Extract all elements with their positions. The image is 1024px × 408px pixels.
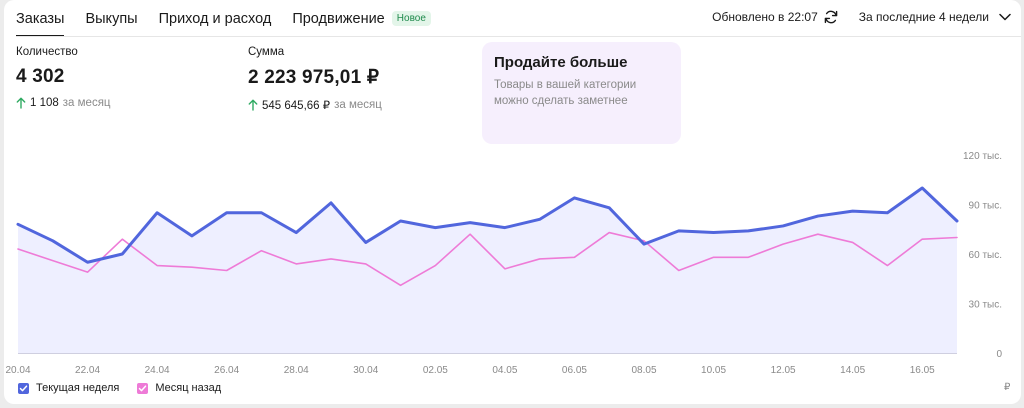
x-tick-label: 30.04 <box>353 365 378 376</box>
currency-label: ₽ <box>1004 382 1011 393</box>
x-tick-label: 28.04 <box>284 365 309 376</box>
metric-quantity-delta-suffix: за месяц <box>62 97 111 109</box>
x-tick-label: 20.04 <box>5 365 30 376</box>
new-badge: Новое <box>391 11 431 26</box>
series-line-month-ago <box>17 231 958 287</box>
metric-quantity: Количество 4 302 1 108 за месяц <box>16 46 111 109</box>
tab-income-expense[interactable]: Приход и расход <box>158 11 272 27</box>
x-tick-label: 12.05 <box>771 365 796 376</box>
metric-sum-delta-suffix: за месяц <box>334 99 382 111</box>
metric-sum: Сумма 2 223 975,01 ₽ 545 645,66 ₽ за мес… <box>248 46 382 112</box>
x-tick-label: 10.05 <box>701 365 726 376</box>
metric-quantity-label: Количество <box>16 46 78 58</box>
x-tick-label: 26.04 <box>214 365 239 376</box>
orders-line-chart: 0 30 тыс. 60 тыс. 90 тыс. 120 тыс. 20.04 22.04… <box>5 151 1002 376</box>
chart-legend: Текущая неделя Месяц назад <box>18 382 239 394</box>
x-tick-label: 14.05 <box>840 365 865 376</box>
y-tick-label: 0 <box>996 349 1002 360</box>
x-tick-label: 22.04 <box>75 365 100 376</box>
metric-sum-delta: 545 645,66 ₽ за месяц <box>248 98 382 112</box>
y-tick-label: 120 тыс. <box>963 151 1002 162</box>
legend-item-current-week[interactable]: Текущая неделя <box>18 382 119 394</box>
orders-dashboard-card: Заказы Выкупы Приход и расход Продвижени… <box>4 0 1021 404</box>
x-tick-label: 08.05 <box>631 365 656 376</box>
metric-quantity-delta-value: 1 108 <box>30 97 59 109</box>
x-tick-label: 02.05 <box>423 365 448 376</box>
x-tick-label: 24.04 <box>145 365 170 376</box>
tab-bar: Заказы Выкупы Приход и расход Продвижени… <box>16 0 452 37</box>
x-tick-label: 06.05 <box>562 365 587 376</box>
chevron-down-icon <box>999 13 1011 21</box>
checkbox-checked-icon <box>18 382 29 394</box>
legend-label-current-week: Текущая неделя <box>36 382 120 394</box>
arrow-up-icon <box>248 99 258 111</box>
series-line-current-week <box>16 186 959 264</box>
checkbox-checked-icon <box>137 382 149 394</box>
metric-quantity-delta: 1 108 за месяц <box>16 97 111 109</box>
promo-text: Товары в вашей категории можно сделать з… <box>494 79 637 107</box>
x-tick-label: 04.05 <box>492 365 517 376</box>
period-select[interactable]: За последние 4 недели <box>859 10 1011 24</box>
y-tick-label: 90 тыс. <box>969 201 1002 212</box>
y-tick-label: 30 тыс. <box>969 300 1002 311</box>
metric-sum-label: Сумма <box>248 46 285 58</box>
header-controls: Обновлено в 22:07 За последние 4 недели <box>712 9 1011 25</box>
tab-promotion-label: Продвижение <box>292 11 385 27</box>
x-tick-label: 16.05 <box>910 365 935 376</box>
metric-sum-value: 2 223 975,01 ₽ <box>248 67 380 88</box>
refresh-icon[interactable] <box>823 9 839 25</box>
y-tick-label: 60 тыс. <box>969 250 1002 261</box>
metric-quantity-value: 4 302 <box>16 66 65 87</box>
updated-time: Обновлено в 22:07 <box>712 10 818 24</box>
period-label: За последние 4 недели <box>858 10 989 24</box>
tabs-divider <box>16 36 1021 37</box>
legend-item-month-ago[interactable]: Месяц назад <box>137 382 221 394</box>
legend-label-month-ago: Месяц назад <box>155 382 222 394</box>
promo-card[interactable]: Продайте больше Товары в вашей категории… <box>482 42 681 144</box>
arrow-up-icon <box>16 97 26 109</box>
tab-promotion[interactable]: Продвижение Новое <box>292 0 431 37</box>
promo-title: Продайте больше <box>494 54 628 71</box>
tab-buyouts[interactable]: Выкупы <box>85 11 138 27</box>
current-week-area <box>18 188 957 353</box>
metric-sum-delta-value: 545 645,66 ₽ <box>262 100 331 112</box>
